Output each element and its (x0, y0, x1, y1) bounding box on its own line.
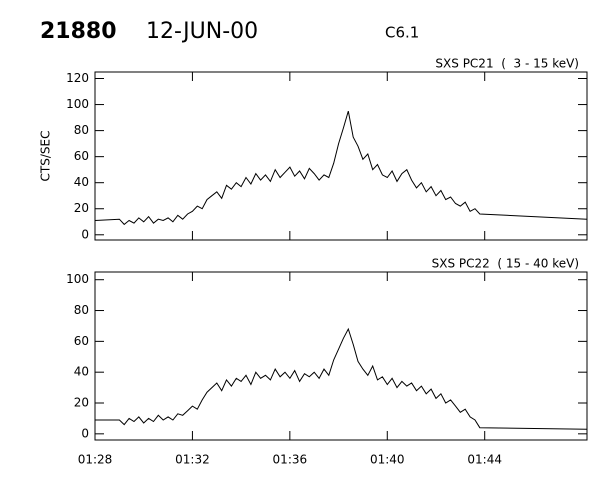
x-tick-label: 01:32 (175, 453, 210, 467)
y-tick-label: 60 (74, 334, 89, 348)
data-line (95, 327, 588, 430)
y-tick-label: 80 (74, 123, 89, 137)
plot-frame (94, 271, 588, 441)
data-line (94, 110, 588, 226)
y-tick-label: 20 (74, 396, 89, 410)
y-tick-label: 20 (74, 201, 89, 215)
y-tick-label: 40 (74, 175, 89, 189)
y-axis-label: CTS/SEC (39, 131, 53, 182)
y-tick-label: 0 (81, 227, 89, 241)
y-tick-label: 120 (66, 71, 89, 85)
x-tick-label: 01:40 (370, 453, 405, 467)
panel-label: SXS PC21 ( 3 - 15 keV) (435, 57, 579, 71)
x-tick-label: 01:36 (273, 453, 308, 467)
x-tick-label: 01:44 (467, 453, 502, 467)
y-tick-label: 100 (66, 272, 89, 286)
event-number: 21880 (40, 19, 117, 44)
y-tick-label: 80 (74, 303, 89, 317)
panel-label: SXS PC22 ( 15 - 40 keV) (432, 257, 579, 271)
x-tick-label: 01:28 (78, 453, 113, 467)
flare-class: C6.1 (385, 24, 419, 42)
y-tick-label: 60 (74, 149, 89, 163)
event-date: 12-JUN-00 (146, 19, 258, 44)
y-tick-label: 100 (66, 97, 89, 111)
y-tick-label: 40 (74, 365, 89, 379)
y-tick-label: 0 (81, 426, 89, 440)
plot-frame (94, 71, 588, 241)
